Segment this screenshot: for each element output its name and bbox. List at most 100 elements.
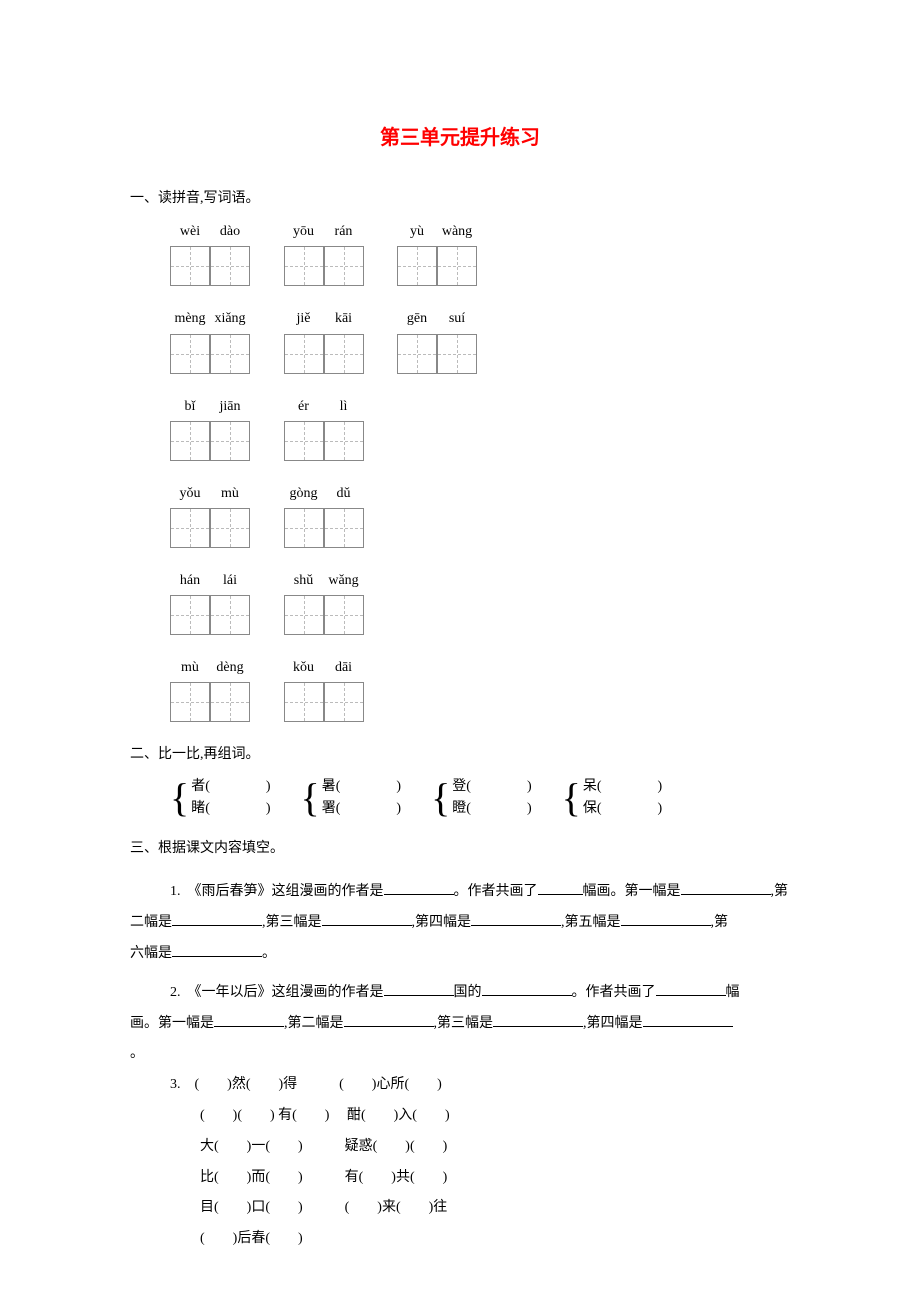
q1-line2: 二幅是,第三幅是,第四幅是,第五幅是,第: [130, 908, 790, 939]
q2-text: 。作者共画了: [572, 985, 656, 1000]
pinyin-group: hán lái: [170, 568, 250, 635]
close-paren: ): [266, 779, 271, 794]
q1-text: 。: [262, 946, 276, 961]
q1-text: ,第: [711, 915, 729, 930]
pinyin-label: dǔ: [324, 481, 364, 506]
compare-char: 者(: [191, 779, 210, 794]
close-paren: ): [396, 801, 401, 816]
pinyin-group: gòng dǔ: [284, 481, 364, 548]
pinyin-label: jiě: [284, 306, 324, 331]
char-box: [324, 508, 364, 548]
q3-label: 3.: [170, 1077, 181, 1092]
blank: [681, 881, 771, 895]
close-paren: ): [527, 801, 532, 816]
pinyin-label: rán: [324, 219, 364, 244]
pinyin-row: hán lái shǔ wǎng: [170, 568, 790, 635]
q2-line2: 画。第一幅是,第二幅是,第三幅是,第四幅是: [130, 1009, 790, 1040]
pinyin-group: gēn suí: [397, 306, 477, 373]
pinyin-label: wèi: [170, 219, 210, 244]
q1-text: 二幅是: [130, 915, 172, 930]
pinyin-row: bǐ jiān ér lì: [170, 394, 790, 461]
blank: [322, 912, 412, 926]
pinyin-label: shǔ: [284, 568, 324, 593]
pinyin-grid: wèi dào yōu rán yù wàng mèng xiǎng: [130, 219, 790, 722]
brace-icon: {: [562, 778, 581, 818]
pinyin-group: ér lì: [284, 394, 364, 461]
pinyin-label: mèng: [170, 306, 210, 331]
blank: [344, 1013, 434, 1027]
pinyin-label: lái: [210, 568, 250, 593]
pinyin-label: yǒu: [170, 481, 210, 506]
pinyin-label: dāi: [324, 655, 364, 680]
char-box: [210, 682, 250, 722]
blank: [643, 1013, 733, 1027]
char-box: [210, 334, 250, 374]
compare-char: 暑(: [322, 779, 341, 794]
pinyin-label: yōu: [284, 219, 324, 244]
pinyin-label: wǎng: [324, 568, 364, 593]
pinyin-group: wèi dào: [170, 219, 250, 286]
char-box: [210, 595, 250, 635]
pinyin-group: jiě kāi: [284, 306, 364, 373]
compare-group: { 暑( ) 署( ): [301, 776, 402, 821]
char-box: [170, 246, 210, 286]
blank: [471, 912, 561, 926]
blank: [656, 982, 726, 996]
char-box: [437, 246, 477, 286]
brace-icon: {: [431, 778, 450, 818]
q1-text: 1. 《雨后春笋》这组漫画的作者是: [170, 884, 384, 899]
pinyin-label: suí: [437, 306, 477, 331]
q1-text: ,第五幅是: [561, 915, 621, 930]
pinyin-label: kāi: [324, 306, 364, 331]
close-paren: ): [396, 779, 401, 794]
blank: [172, 943, 262, 957]
q2-text: 国的: [454, 985, 482, 1000]
pinyin-label: ér: [284, 394, 324, 419]
pinyin-label: xiǎng: [210, 306, 250, 331]
q2-text: 画。第一幅是: [130, 1016, 214, 1031]
pinyin-label: yù: [397, 219, 437, 244]
char-box: [170, 508, 210, 548]
q1-text: ,第三幅是: [262, 915, 322, 930]
brace-icon: {: [301, 778, 320, 818]
pinyin-label: mù: [210, 481, 250, 506]
pinyin-label: dèng: [210, 655, 250, 680]
q1-text: 幅画。第一幅是: [583, 884, 681, 899]
close-paren: ): [527, 779, 532, 794]
brace-icon: {: [170, 778, 189, 818]
compare-group: { 者( ) 睹( ): [170, 776, 271, 821]
q3-row: 目( )口( ) ( )来( )往: [200, 1193, 790, 1224]
pinyin-group: shǔ wǎng: [284, 568, 364, 635]
char-box: [170, 334, 210, 374]
char-box: [324, 682, 364, 722]
q1-text: ,第: [771, 884, 789, 899]
blank: [482, 982, 572, 996]
close-paren: ): [658, 779, 663, 794]
char-box: [210, 421, 250, 461]
compare-group: { 登( ) 瞪( ): [431, 776, 532, 821]
char-box: [284, 334, 324, 374]
section1-heading: 一、读拼音,写词语。: [130, 186, 790, 211]
q2-text: ,第三幅是: [434, 1016, 494, 1031]
q1-line1: 1. 《雨后春笋》这组漫画的作者是 。作者共画了 幅画。第一幅是 ,第: [170, 877, 790, 908]
pinyin-label: mù: [170, 655, 210, 680]
close-paren: ): [658, 801, 663, 816]
char-box: [284, 508, 324, 548]
q2-text: 2. 《一年以后》这组漫画的作者是: [170, 985, 384, 1000]
fill-section: 1. 《雨后春笋》这组漫画的作者是。作者共画了幅画。第一幅是,第 二幅是,第三幅…: [130, 877, 790, 1255]
pinyin-group: bǐ jiān: [170, 394, 250, 461]
section2-heading: 二、比一比,再组词。: [130, 742, 790, 767]
char-box: [397, 246, 437, 286]
pinyin-label: gòng: [284, 481, 324, 506]
pinyin-row: mù dèng kǒu dāi: [170, 655, 790, 722]
char-box: [437, 334, 477, 374]
char-box: [324, 246, 364, 286]
compare-char: 睹(: [191, 801, 210, 816]
char-box: [284, 595, 324, 635]
pinyin-group: yù wàng: [397, 219, 477, 286]
q1-text: 。作者共画了: [454, 884, 538, 899]
section3-heading: 三、根据课文内容填空。: [130, 836, 790, 861]
char-box: [397, 334, 437, 374]
q2-text: ,第二幅是: [284, 1016, 344, 1031]
q1-line3: 六幅是。: [130, 939, 790, 970]
